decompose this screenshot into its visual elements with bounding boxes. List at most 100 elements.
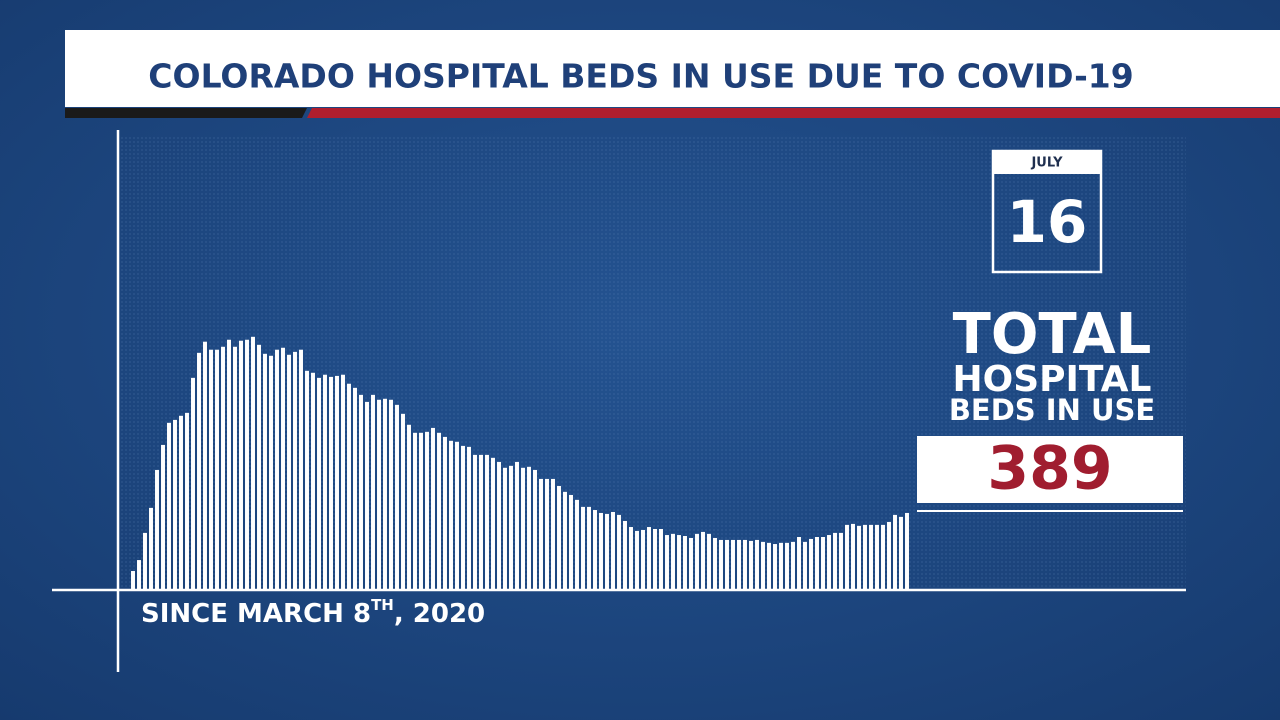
bar <box>839 532 843 589</box>
bar <box>167 422 171 589</box>
bar <box>863 524 867 589</box>
bar <box>335 375 339 589</box>
bar <box>899 516 903 589</box>
bar <box>611 511 615 589</box>
bar <box>569 494 573 589</box>
bar <box>563 491 567 589</box>
bar <box>701 531 705 589</box>
chart-title: COLORADO HOSPITAL BEDS IN USE DUE TO COV… <box>148 57 1133 96</box>
total-value: 389 <box>987 434 1112 504</box>
bar <box>455 441 459 589</box>
bar <box>149 507 153 589</box>
bar <box>593 510 597 589</box>
bar <box>275 349 279 589</box>
bar <box>785 542 789 589</box>
bar <box>587 506 591 589</box>
bar <box>485 454 489 589</box>
bar <box>233 346 237 589</box>
bar <box>323 374 327 589</box>
bar <box>191 377 195 589</box>
bar <box>887 521 891 589</box>
bar <box>491 457 495 589</box>
bar <box>857 525 861 589</box>
bar <box>131 571 135 589</box>
bar <box>299 349 303 589</box>
bar <box>329 376 333 589</box>
bar <box>833 532 837 589</box>
bar <box>473 454 477 589</box>
bar <box>269 355 273 589</box>
bar <box>503 467 507 589</box>
bar <box>851 523 855 589</box>
bar <box>377 399 381 589</box>
bar <box>707 533 711 589</box>
bar <box>695 533 699 589</box>
bar <box>539 478 543 589</box>
bar <box>809 538 813 589</box>
bar <box>401 413 405 589</box>
bar <box>239 340 243 589</box>
bar <box>395 404 399 589</box>
banner-stripe-red <box>307 108 1280 118</box>
banner-stripe-dark <box>65 108 307 118</box>
bar <box>845 524 849 589</box>
bar <box>407 424 411 589</box>
bar <box>647 527 651 589</box>
bar <box>311 372 315 589</box>
bar <box>737 539 741 589</box>
bar <box>341 374 345 589</box>
bar <box>263 353 267 589</box>
total-box <box>917 436 1183 503</box>
bar <box>689 537 693 589</box>
bar <box>287 354 291 589</box>
bar <box>773 544 777 589</box>
bar <box>425 431 429 589</box>
x-label-suffix: , 2020 <box>394 599 485 629</box>
callout-line: BEDS IN USE <box>949 393 1155 427</box>
bar <box>293 351 297 589</box>
bar <box>575 499 579 589</box>
bar <box>137 560 141 589</box>
bar <box>179 415 183 589</box>
bar <box>617 514 621 589</box>
bar <box>557 485 561 589</box>
x-label-main: SINCE MARCH 8 <box>141 599 371 629</box>
bar <box>605 513 609 589</box>
bar <box>527 466 531 589</box>
bar <box>629 527 633 589</box>
bar <box>419 432 423 589</box>
bar <box>875 524 879 589</box>
bar <box>215 349 219 589</box>
bar <box>791 541 795 589</box>
bar <box>203 341 207 589</box>
bar <box>317 377 321 589</box>
calendar-header <box>993 151 1101 174</box>
bar <box>461 445 465 589</box>
bar <box>245 339 249 589</box>
bar <box>143 532 147 589</box>
bar <box>347 383 351 589</box>
bar <box>767 542 771 589</box>
bar <box>827 535 831 589</box>
callout-line: HOSPITAL <box>952 359 1151 400</box>
bar <box>257 344 261 589</box>
bar <box>173 419 177 589</box>
bar <box>431 427 435 589</box>
bar <box>815 536 819 589</box>
bar <box>497 461 501 589</box>
bar <box>743 539 747 589</box>
bar <box>449 440 453 589</box>
bar <box>659 528 663 589</box>
callout-line: TOTAL <box>953 302 1152 367</box>
bar <box>683 536 687 589</box>
bar <box>305 370 309 589</box>
bar <box>281 347 285 589</box>
bar <box>383 398 387 589</box>
bar <box>881 524 885 589</box>
bar <box>545 478 549 589</box>
bar <box>479 454 483 589</box>
bar <box>821 536 825 589</box>
bar <box>221 346 225 589</box>
bar <box>413 432 417 589</box>
